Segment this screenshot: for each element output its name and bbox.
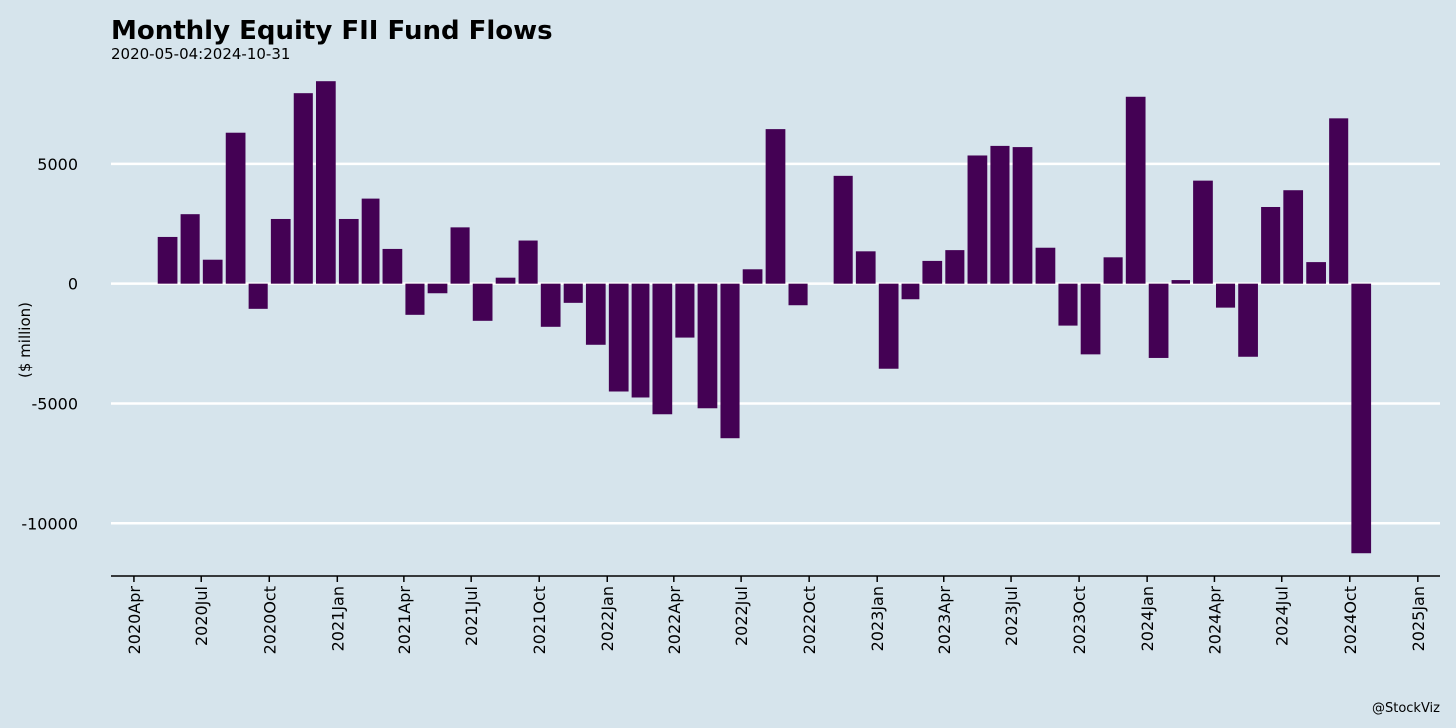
x-tick-label: 2020Oct [260, 586, 279, 654]
x-tick-label: 2022Oct [800, 586, 819, 654]
x-tick-label: 2023Jul [1002, 586, 1021, 646]
x-tick-label: 2022Jul [732, 586, 751, 646]
bar [1329, 118, 1349, 284]
bar [315, 81, 336, 284]
bar [878, 283, 899, 369]
bar [720, 283, 740, 439]
bar [1125, 96, 1146, 284]
bar [361, 198, 380, 284]
x-tick-labels: 2020Apr 2020Jul 2020Oct 2021Jan 2021Apr 2021J… [125, 576, 1428, 654]
chart-title: Monthly Equity FII Fund Flows [111, 16, 553, 46]
bar [855, 251, 876, 284]
credit-label: @StockViz [1371, 701, 1440, 716]
y-tick-label: 5000 [37, 155, 78, 174]
bar [742, 269, 763, 284]
bar [1035, 247, 1056, 284]
bar [765, 129, 786, 284]
bar [1058, 283, 1078, 326]
bar [1215, 283, 1236, 308]
bar [1171, 280, 1191, 284]
y-axis-label: ($ million) [16, 302, 34, 378]
bar [901, 283, 920, 300]
bar [945, 250, 965, 284]
x-tick-label: 2020Jul [192, 586, 211, 646]
bar [180, 214, 200, 284]
x-tick-label: 2024Jan [1138, 586, 1157, 651]
bar [1103, 257, 1123, 284]
x-tick-label: 2023Jan [868, 586, 887, 651]
bar [788, 283, 808, 306]
bar [248, 283, 268, 309]
bar [585, 283, 606, 345]
x-tick-label: 2024Oct [1341, 586, 1360, 654]
bar [1012, 147, 1033, 284]
bar [157, 236, 178, 284]
bar [1148, 283, 1169, 358]
bar [382, 248, 403, 284]
bar [427, 283, 448, 294]
y-tick-label: -10000 [21, 514, 78, 533]
bar [631, 283, 650, 398]
x-tick-label: 2021Jan [328, 586, 347, 651]
x-tick-label: 2025Jan [1409, 586, 1428, 651]
bar [518, 240, 538, 284]
bar [608, 283, 629, 392]
x-tick-label: 2022Jan [598, 586, 617, 651]
bar [967, 155, 988, 284]
y-tick-labels: 5000 0 -5000 -10000 [21, 155, 78, 533]
bar [405, 283, 425, 315]
bar [225, 132, 246, 284]
bar [338, 218, 359, 284]
y-tick-label: -5000 [32, 394, 79, 413]
bar [697, 283, 718, 409]
bar [652, 283, 673, 415]
x-tick-label: 2023Oct [1070, 586, 1089, 654]
bar [540, 283, 561, 327]
bar [1351, 283, 1372, 554]
bar [495, 277, 516, 284]
x-tick-label: 2024Jul [1273, 586, 1292, 646]
x-tick-label: 2020Apr [125, 586, 144, 655]
bar [563, 283, 583, 303]
x-tick-label: 2024Apr [1205, 586, 1224, 655]
bar [450, 227, 470, 284]
x-tick-label: 2022Apr [665, 586, 684, 655]
bar [472, 283, 493, 321]
bar [1283, 190, 1304, 284]
x-tick-label: 2021Apr [395, 586, 414, 655]
bar [1080, 283, 1101, 355]
bar [270, 218, 291, 284]
bar [833, 175, 853, 284]
bar [1261, 206, 1281, 284]
y-tick-label: 0 [68, 275, 78, 294]
x-tick-label: 2023Apr [935, 586, 954, 655]
bar [1306, 262, 1326, 284]
bar [202, 259, 223, 284]
x-tick-label: 2021Jul [462, 586, 481, 646]
bar [1193, 180, 1213, 284]
chart-subtitle: 2020-05-04:2024-10-31 [111, 45, 291, 63]
bar [990, 145, 1010, 284]
bar [922, 260, 943, 284]
bar [1238, 283, 1258, 357]
bars [157, 81, 1372, 554]
bar [675, 283, 695, 338]
bar [293, 93, 313, 284]
x-tick-label: 2021Oct [530, 586, 549, 654]
